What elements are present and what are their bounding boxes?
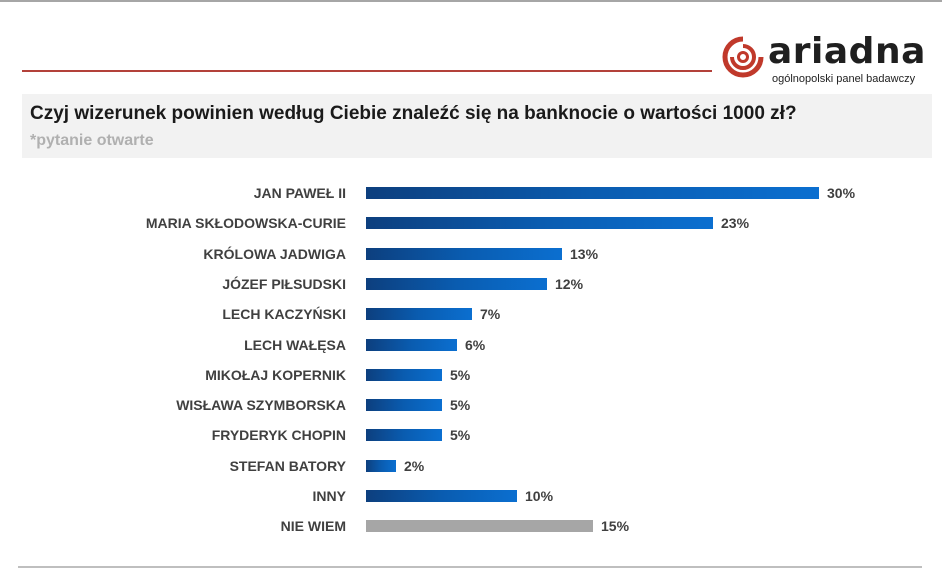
chart-row: JÓZEF PIŁSUDSKI 12% (0, 269, 942, 299)
category-label: MIKOŁAJ KOPERNIK (205, 366, 346, 383)
value-label: 5% (450, 397, 471, 414)
value-label: 12% (555, 275, 584, 292)
bar (366, 368, 442, 381)
category-label: KRÓLOWA JADWIGA (203, 245, 346, 262)
bar (366, 490, 517, 502)
bar (366, 187, 819, 199)
brand-tagline: ogólnopolski panel badawczy (772, 73, 916, 85)
chart-row: LECH WAŁĘSA 6% (0, 330, 942, 360)
bar (366, 399, 442, 412)
value-label: 6% (465, 336, 486, 353)
category-label: JAN PAWEŁ II (253, 185, 346, 201)
bottom-rule (18, 566, 922, 568)
question-box: Czyj wizerunek powinien według Ciebie zn… (22, 94, 932, 158)
category-label: LECH WAŁĘSA (244, 336, 346, 353)
chart-row: MARIA SKŁODOWSKA-CURIE 23% (0, 208, 942, 238)
bar-chart: JAN PAWEŁ II 30% MARIA SKŁODOWSKA-CURIE 23%… (0, 178, 942, 538)
category-label: NIE WIEM (280, 518, 346, 535)
header-rule (22, 70, 712, 72)
chart-row: NIE WIEM 15% (0, 511, 942, 541)
bar (366, 217, 713, 230)
question-note: *pytanie otwarte (30, 132, 154, 149)
chart-row: KRÓLOWA JADWIGA 13% (0, 239, 942, 269)
category-label: FRYDERYK CHOPIN (211, 427, 346, 444)
chart-row: INNY 10% (0, 481, 942, 511)
value-label: 30% (827, 185, 856, 201)
bar (366, 308, 472, 321)
value-label: 15% (601, 518, 630, 535)
chart-row: MIKOŁAJ KOPERNIK 5% (0, 360, 942, 390)
brand-name: ariadna (768, 31, 926, 72)
category-label: LECH KACZYŃSKI (222, 306, 346, 323)
value-label: 5% (450, 427, 471, 444)
bar (366, 520, 593, 533)
category-label: STEFAN BATORY (229, 457, 346, 474)
logo-spiral-icon (722, 36, 764, 78)
category-label: MARIA SKŁODOWSKA-CURIE (145, 215, 346, 232)
chart-row: FRYDERYK CHOPIN 5% (0, 420, 942, 450)
question-title: Czyj wizerunek powinien według Ciebie zn… (30, 103, 797, 124)
value-label: 5% (450, 366, 471, 383)
value-label: 2% (404, 457, 425, 474)
chart-row: JAN PAWEŁ II 30% (0, 178, 942, 208)
category-label: JÓZEF PIŁSUDSKI (222, 275, 346, 292)
category-label: WISŁAWA SZYMBORSKA (176, 397, 346, 414)
chart-row: STEFAN BATORY 2% (0, 451, 942, 481)
value-label: 7% (480, 306, 501, 323)
bar (366, 247, 562, 260)
bar (366, 338, 457, 351)
bar (366, 459, 396, 472)
brand-logo: ariadna ogólnopolski panel badawczy (722, 31, 932, 88)
value-label: 23% (721, 215, 750, 232)
value-label: 13% (570, 245, 599, 262)
top-border (0, 0, 942, 2)
bar (366, 277, 547, 290)
bar (366, 429, 442, 442)
category-label: INNY (312, 488, 346, 504)
chart-row: LECH KACZYŃSKI 7% (0, 299, 942, 329)
chart-row: WISŁAWA SZYMBORSKA 5% (0, 390, 942, 420)
value-label: 10% (525, 488, 554, 504)
